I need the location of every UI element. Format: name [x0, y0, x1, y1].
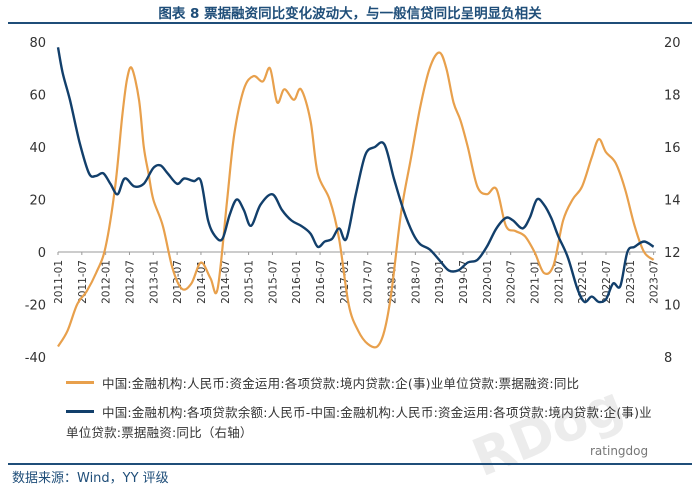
x-tick-label: 2023-07	[649, 260, 661, 304]
x-tick-label: 2022-01	[577, 260, 589, 304]
x-tick-label: 2021-07	[553, 260, 565, 304]
right-tick-label: 20	[664, 36, 681, 51]
x-tick-label: 2020-07	[506, 260, 518, 304]
x-tick-label: 2018-07	[410, 260, 422, 304]
right-tick-label: 12	[664, 246, 681, 261]
legend-swatch-series1	[66, 381, 94, 384]
x-tick-label: 2017-07	[363, 260, 375, 304]
right-tick-label: 10	[664, 299, 681, 314]
legend-label-series1: 中国:金融机构:人民币:资金运用:各项贷款:境内贷款:企(事)业单位贷款:票据融…	[102, 376, 580, 391]
legend-label-series2: 中国:金融机构:各项贷款余额:人民币-中国:金融机构:人民币:资金运用:各项贷款…	[66, 405, 652, 440]
left-tick-label: 20	[29, 194, 46, 209]
x-tick-label: 2016-01	[291, 260, 303, 304]
legend-item-series2: 中国:金融机构:各项贷款余额:人民币-中国:金融机构:人民币:资金运用:各项贷款…	[66, 403, 656, 443]
x-tick-label: 2016-07	[315, 260, 327, 304]
legend-item-series1: 中国:金融机构:人民币:资金运用:各项贷款:境内贷款:企(事)业单位贷款:票据融…	[66, 374, 656, 394]
chart-title: 图表 8 票据融资同比变化波动大，与一般信贷同比呈明显负相关	[158, 6, 542, 22]
x-tick-label: 2011-01	[53, 260, 65, 304]
right-tick-label: 14	[664, 194, 681, 209]
left-tick-label: 80	[29, 36, 46, 51]
x-tick-label: 2015-07	[267, 260, 279, 304]
x-tick-label: 2012-01	[101, 260, 113, 304]
x-tick-label: 2014-01	[196, 260, 208, 304]
x-tick-label: 2021-01	[529, 260, 541, 304]
left-tick-label: 60	[29, 89, 46, 104]
x-tick-label: 2019-07	[458, 260, 470, 304]
series-lines	[56, 47, 655, 349]
legend-swatch-series2	[66, 410, 94, 413]
x-tick-label: 2013-01	[148, 260, 160, 304]
left-tick-label: -40	[25, 351, 46, 366]
x-tick-label: 2014-07	[220, 260, 232, 304]
x-tick-label: 2019-01	[434, 260, 446, 304]
top-rule	[8, 22, 692, 24]
left-tick-label: 0	[38, 246, 46, 261]
source-note: 数据来源：Wind，YY 评级	[12, 471, 169, 486]
series-line-2	[56, 47, 655, 304]
watermark-text: ratingdog	[590, 444, 649, 458]
right-tick-label: 8	[664, 351, 672, 366]
x-tick-label: 2015-01	[244, 260, 256, 304]
x-tick-label: 2023-01	[625, 260, 637, 304]
bottom-rule	[8, 463, 692, 465]
x-tick-label: 2020-01	[482, 260, 494, 304]
left-tick-label: 40	[29, 141, 46, 156]
right-tick-label: 18	[664, 89, 681, 104]
series-line-1	[57, 51, 655, 349]
left-tick-label: -20	[25, 299, 46, 314]
x-tick-label: 2012-07	[124, 260, 136, 304]
right-tick-label: 16	[664, 141, 681, 156]
